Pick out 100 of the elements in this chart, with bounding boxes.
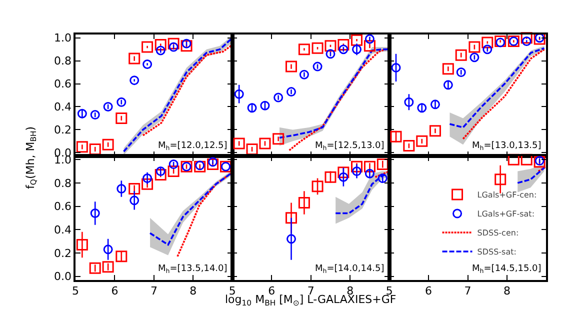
- point: [90, 110, 100, 120]
- x-tick-label: 7: [150, 284, 158, 298]
- point: [274, 92, 284, 102]
- point: [286, 87, 296, 97]
- point: [430, 100, 440, 110]
- point: [338, 172, 348, 182]
- point: [156, 166, 166, 176]
- point: [168, 160, 178, 170]
- point: [130, 76, 140, 86]
- point: [142, 178, 154, 190]
- point: [207, 158, 219, 170]
- point: [102, 138, 114, 150]
- annotation: M$_{h}$=[13.5,14.0]: [158, 264, 228, 275]
- point: [168, 166, 180, 178]
- point: [116, 250, 128, 262]
- annotation: M$_{h}$=[13.0,13.5]: [472, 141, 542, 152]
- point: [259, 138, 271, 150]
- point: [89, 143, 101, 155]
- point: [76, 141, 88, 153]
- point: [508, 154, 520, 166]
- point: [90, 208, 100, 218]
- y-tick-label: 0.8: [54, 176, 72, 190]
- x-tick-label: 8: [504, 284, 511, 298]
- point: [168, 42, 178, 52]
- point: [468, 41, 480, 53]
- point: [116, 184, 126, 194]
- x-tick-label: 6: [111, 284, 118, 298]
- legend-label: SDSS-cen:: [477, 228, 519, 238]
- y-tick-label: 0.2: [54, 246, 72, 260]
- point: [338, 166, 350, 178]
- point: [482, 36, 494, 48]
- line-series: [142, 44, 232, 136]
- point: [326, 49, 336, 59]
- point: [324, 40, 336, 52]
- point: [286, 212, 298, 224]
- point: [364, 40, 376, 52]
- x-tick-label: 8: [190, 284, 197, 298]
- annotation: M$_{h}$=[14.0,14.5]: [315, 264, 384, 275]
- x-tick-label: 7: [464, 284, 472, 298]
- point: [180, 40, 192, 52]
- point: [520, 32, 532, 44]
- point: [128, 183, 140, 195]
- point: [116, 97, 126, 107]
- point: [76, 239, 88, 251]
- x-tick-label: 6: [268, 284, 276, 298]
- x-tick-label: 5: [72, 284, 80, 298]
- point: [351, 160, 363, 172]
- point: [417, 103, 427, 113]
- point: [234, 89, 244, 99]
- point: [272, 133, 284, 145]
- point: [429, 125, 441, 137]
- point: [378, 174, 388, 184]
- point: [324, 171, 336, 183]
- point: [233, 138, 245, 150]
- point: [298, 44, 310, 56]
- point: [352, 166, 362, 176]
- point: [142, 174, 152, 184]
- point: [520, 154, 532, 166]
- point: [247, 103, 257, 113]
- point: [182, 38, 192, 48]
- annotation: M$_{h}$=[12.5,13.0]: [315, 141, 384, 152]
- point: [168, 38, 180, 50]
- point: [299, 70, 309, 80]
- point: [142, 41, 154, 53]
- point: [390, 130, 402, 142]
- y-tick-label: 1.0: [54, 32, 72, 45]
- annotation: M$_{h}$=[14.5,15.0]: [472, 264, 542, 275]
- point: [364, 160, 376, 172]
- point: [130, 196, 140, 206]
- point: [416, 135, 428, 147]
- annotation: M$_{h}$=[12.0,12.5]: [158, 141, 228, 152]
- legend-label: SDSS-sat:: [477, 248, 516, 257]
- point: [456, 68, 466, 78]
- point: [156, 46, 166, 56]
- point: [312, 180, 324, 192]
- point: [298, 197, 310, 209]
- point: [154, 169, 166, 181]
- point: [442, 63, 454, 75]
- point: [494, 174, 506, 186]
- point: [142, 60, 152, 69]
- point: [404, 97, 414, 107]
- point: [391, 62, 401, 72]
- point: [154, 38, 166, 50]
- point: [455, 49, 467, 61]
- point: [482, 44, 492, 54]
- y-tick-label: 0.6: [54, 78, 72, 91]
- point: [246, 143, 258, 155]
- y-tick-label: 0.8: [54, 54, 72, 68]
- point: [443, 80, 453, 90]
- y-tick-label: 0.0: [54, 270, 72, 284]
- y-tick-label: 0.4: [54, 100, 72, 114]
- point: [364, 34, 374, 44]
- point: [128, 52, 140, 64]
- point: [338, 38, 350, 50]
- x-tick-label: 5: [228, 284, 236, 298]
- point: [351, 34, 363, 46]
- point: [89, 262, 101, 274]
- point: [403, 140, 415, 152]
- point: [470, 52, 480, 62]
- point: [338, 44, 348, 54]
